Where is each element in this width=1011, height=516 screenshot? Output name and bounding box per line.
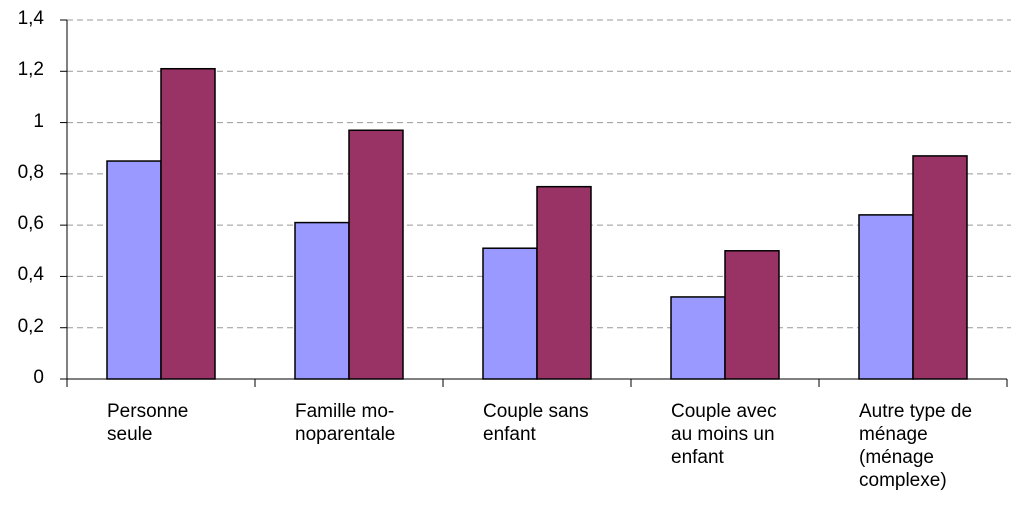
x-tick-label: Famille mo- noparentale [295, 401, 396, 445]
x-tick-label: Couple avec au moins un enfant [671, 401, 777, 468]
bar [160, 67, 216, 380]
x-tick-label: Autre type de ménage (ménage complexe) [859, 401, 973, 491]
y-tick-label: 1,2 [17, 59, 44, 81]
bar [724, 250, 780, 380]
bar [294, 221, 350, 380]
y-tick-label: 1,4 [17, 8, 44, 29]
bar [348, 129, 404, 380]
x-tick-label: Couple sans enfant [483, 401, 589, 445]
bar [670, 296, 726, 380]
bar [858, 214, 914, 380]
y-tick-label: 1 [33, 110, 44, 132]
bar [106, 160, 162, 380]
y-tick-label: 0,4 [17, 264, 44, 286]
x-tick-label: Personne seule [107, 401, 189, 445]
y-tick-label: 0,8 [17, 161, 44, 183]
y-tick-label: 0,6 [17, 213, 44, 235]
y-tick-label: 0,2 [17, 315, 44, 337]
bar [912, 155, 968, 380]
bar [482, 247, 538, 380]
bar [536, 185, 592, 380]
y-tick-label: 0 [33, 367, 44, 388]
